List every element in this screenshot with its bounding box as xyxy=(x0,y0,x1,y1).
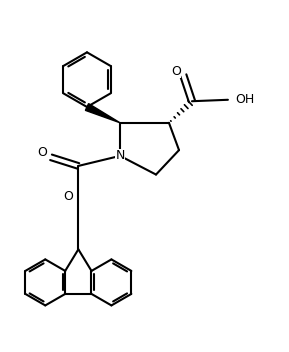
Text: N: N xyxy=(115,149,125,162)
Text: OH: OH xyxy=(235,93,254,106)
Text: O: O xyxy=(38,146,47,159)
Text: O: O xyxy=(63,190,73,203)
Polygon shape xyxy=(85,103,120,123)
Text: O: O xyxy=(171,64,181,77)
